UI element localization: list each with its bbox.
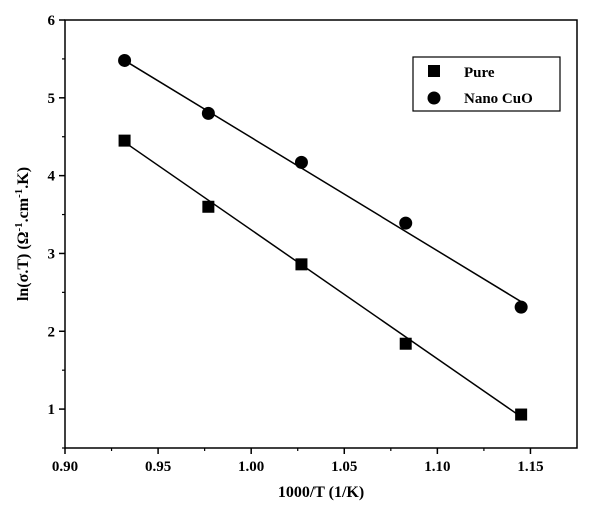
x-tick-label: 1.05 bbox=[331, 459, 357, 475]
legend-marker-pure bbox=[428, 65, 440, 77]
legend: Pure Nano CuO bbox=[412, 56, 561, 112]
fit-line-nano-cuo bbox=[124, 59, 522, 303]
data-point-nano-cuo bbox=[294, 155, 308, 169]
x-tick-label: 1.10 bbox=[424, 459, 450, 475]
data-point-nano-cuo bbox=[201, 106, 215, 120]
y-axis: 1 2 3 4 5 6 bbox=[48, 13, 65, 449]
x-tick-label: 0.90 bbox=[52, 459, 78, 475]
legend-marker-nano-cuo bbox=[427, 91, 441, 105]
y-tick-label: 4 bbox=[48, 169, 56, 185]
data-point-pure bbox=[118, 134, 131, 147]
y-tick-label: 3 bbox=[48, 246, 56, 262]
data-point-nano-cuo bbox=[118, 53, 132, 67]
x-tick-label: 1.15 bbox=[517, 459, 543, 475]
legend-label-pure: Pure bbox=[464, 65, 495, 81]
data-markers bbox=[118, 53, 528, 421]
x-tick-label: 0.95 bbox=[145, 459, 171, 475]
y-tick-label: 5 bbox=[48, 91, 56, 107]
x-axis-title: 1000/T (1/K) bbox=[278, 484, 364, 501]
data-point-pure bbox=[515, 408, 528, 421]
y-tick-label: 1 bbox=[48, 402, 56, 418]
y-axis-title: ln(σ.T) (Ω-1.cm-1.K) bbox=[13, 167, 32, 301]
x-axis: 0.90 0.95 1.00 1.05 1.10 1.15 bbox=[52, 448, 544, 475]
fit-line-pure bbox=[124, 141, 522, 418]
data-point-pure bbox=[399, 337, 412, 350]
data-point-nano-cuo bbox=[399, 216, 413, 230]
data-point-pure bbox=[202, 200, 215, 213]
data-point-pure bbox=[295, 258, 308, 271]
fit-lines bbox=[124, 59, 522, 418]
plot-frame bbox=[64, 19, 578, 449]
y-tick-label: 2 bbox=[48, 324, 56, 340]
data-point-nano-cuo bbox=[514, 300, 528, 314]
legend-label-nano-cuo: Nano CuO bbox=[464, 91, 533, 107]
y-tick-label: 6 bbox=[48, 13, 56, 29]
x-tick-label: 1.00 bbox=[238, 459, 264, 475]
